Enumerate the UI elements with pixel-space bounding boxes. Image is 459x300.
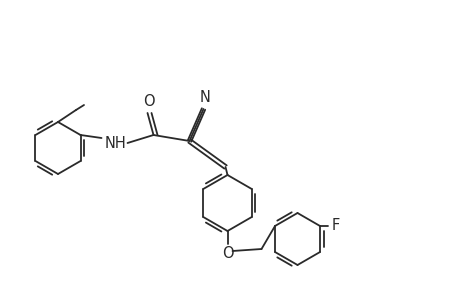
Text: F: F [331, 218, 339, 233]
Text: N: N [200, 89, 211, 104]
Text: O: O [221, 245, 233, 260]
Text: NH: NH [104, 136, 126, 151]
Text: O: O [142, 94, 154, 109]
